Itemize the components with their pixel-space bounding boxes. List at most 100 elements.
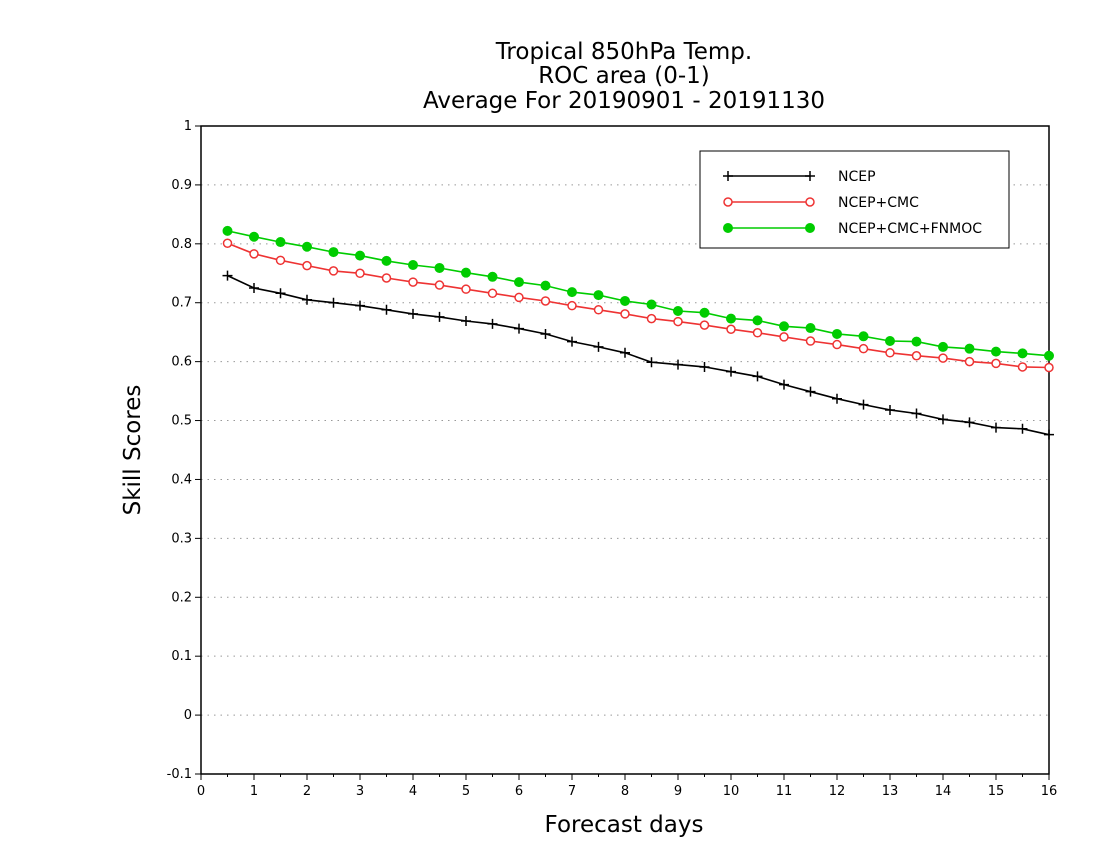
data-point-ncep: [434, 311, 445, 322]
x-tick-label: 11: [776, 784, 793, 799]
data-point-ncep: [328, 297, 339, 308]
data-point-ncep: [673, 359, 683, 370]
data-point-ncep: [991, 422, 1001, 433]
x-tick-label: 4: [409, 784, 417, 799]
data-point-ncep: [275, 288, 286, 299]
legend-label-ncep-cmc: NCEP+CMC: [838, 195, 919, 211]
x-tick-label: 15: [988, 784, 1005, 799]
x-tick-label: 10: [723, 784, 740, 799]
data-point-ncep: [964, 417, 975, 428]
data-point-ncep: [222, 270, 233, 281]
data-point-ncep: [805, 386, 816, 397]
data-point-ncep-cmc-fnmoc: [540, 280, 551, 291]
legend: NCEP NCEP+CMC NCEP+CMC+FNMOC: [699, 150, 1010, 249]
data-point-ncep: [461, 315, 471, 326]
chart-date-range: Average For 20190901 - 20191130: [423, 88, 825, 114]
data-point-ncep-cmc-fnmoc: [620, 295, 630, 306]
data-point-ncep-cmc-fnmoc: [832, 328, 842, 339]
data-point-ncep-cmc-fnmoc: [567, 287, 577, 298]
data-point-ncep: [885, 404, 895, 415]
data-point-ncep-cmc: [487, 288, 498, 299]
data-point-ncep: [1017, 423, 1028, 434]
data-point-ncep-cmc: [991, 358, 1001, 369]
data-point-ncep-cmc: [222, 238, 233, 248]
legend-item-ncep: NCEP: [723, 169, 876, 185]
x-tick-label: 6: [515, 784, 523, 799]
data-point-ncep-cmc-fnmoc: [752, 315, 763, 326]
legend-marker-ncep: [723, 171, 733, 181]
y-tick-label: 0.6: [171, 355, 192, 370]
x-tick-label: 14: [935, 784, 952, 799]
data-point-ncep-cmc: [858, 343, 869, 354]
data-point-ncep: [1044, 429, 1054, 440]
data-point-ncep-cmc-fnmoc: [514, 277, 524, 288]
legend-marker-ncep-cmc: [723, 197, 733, 207]
y-tick-label: 0.5: [171, 414, 192, 429]
data-point-ncep-cmc-fnmoc: [328, 247, 339, 258]
x-tick-label: 9: [674, 784, 682, 799]
x-tick-label: 13: [882, 784, 899, 799]
legend-label-ncep: NCEP: [838, 169, 876, 185]
data-point-ncep-cmc-fnmoc: [222, 225, 233, 236]
x-tick-label: 1: [250, 784, 258, 799]
data-point-ncep-cmc-fnmoc: [249, 231, 259, 242]
data-point-ncep-cmc: [514, 292, 524, 303]
data-point-ncep-cmc-fnmoc: [964, 343, 975, 354]
y-axis-label: Skill Scores: [120, 385, 146, 516]
y-tick-label: 1: [184, 119, 192, 134]
x-tick-label: 12: [829, 784, 846, 799]
y-tick-label: 0.7: [171, 296, 192, 311]
data-point-ncep: [779, 379, 789, 390]
legend-marker-ncep-cmc-fnmoc: [723, 223, 733, 233]
chart-titles: Tropical 850hPa Temp. ROC area (0-1) Ave…: [423, 39, 825, 114]
chart-title: Tropical 850hPa Temp.: [495, 39, 752, 65]
series-ncep-cmc: [222, 238, 1054, 373]
data-point-ncep-cmc-fnmoc: [355, 250, 365, 261]
x-tick-label: 16: [1041, 784, 1058, 799]
data-point-ncep: [540, 328, 551, 339]
data-point-ncep-cmc-fnmoc: [885, 336, 895, 347]
data-point-ncep-cmc: [964, 356, 975, 367]
data-point-ncep-cmc: [1044, 362, 1054, 373]
data-point-ncep-cmc: [885, 348, 895, 358]
data-point-ncep-cmc-fnmoc: [1044, 350, 1054, 361]
y-tick-label: 0.9: [171, 178, 192, 193]
data-point-ncep: [249, 283, 259, 293]
series-ncep-cmc-fnmoc: [222, 225, 1054, 361]
data-point-ncep: [726, 366, 736, 377]
y-tick-label: 0.8: [171, 237, 192, 252]
data-point-ncep-cmc-fnmoc: [779, 321, 789, 332]
legend-marker-ncep-cmc: [805, 197, 815, 207]
data-point-ncep-cmc-fnmoc: [461, 267, 471, 278]
data-point-ncep: [911, 408, 922, 419]
data-point-ncep-cmc: [646, 313, 657, 324]
legend-marker-ncep: [805, 171, 815, 181]
data-point-ncep-cmc: [540, 296, 551, 306]
data-point-ncep-cmc: [275, 255, 286, 266]
legend-box: [699, 150, 1010, 249]
data-point-ncep-cmc: [434, 280, 445, 290]
data-point-ncep-cmc-fnmoc: [302, 241, 312, 252]
x-tick-label: 5: [462, 784, 470, 799]
data-point-ncep-cmc: [779, 332, 789, 342]
data-point-ncep: [858, 399, 869, 410]
data-point-ncep-cmc: [567, 300, 577, 311]
data-point-ncep: [699, 361, 710, 372]
data-point-ncep-cmc-fnmoc: [938, 341, 948, 352]
legend-item-ncep-cmc: NCEP+CMC: [723, 195, 919, 211]
y-tick-label: 0.2: [171, 590, 192, 605]
data-point-ncep-cmc-fnmoc: [1017, 348, 1028, 359]
data-point-ncep: [381, 304, 392, 315]
data-point-ncep-cmc-fnmoc: [646, 299, 657, 310]
data-point-ncep: [593, 341, 604, 352]
data-point-ncep-cmc-fnmoc: [593, 290, 604, 301]
data-point-ncep-cmc: [461, 284, 471, 294]
data-point-ncep: [408, 308, 418, 319]
data-point-ncep: [567, 336, 577, 347]
data-point-ncep-cmc: [673, 316, 683, 327]
chart-subtitle: ROC area (0-1): [538, 63, 710, 89]
data-point-ncep-cmc: [620, 309, 630, 319]
series-ncep: [222, 270, 1054, 440]
legend-item-ncep-cmc-fnmoc: NCEP+CMC+FNMOC: [723, 221, 982, 237]
